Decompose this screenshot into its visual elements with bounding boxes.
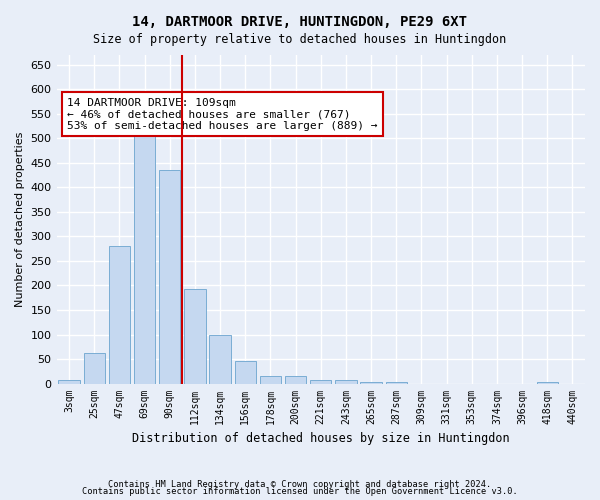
Bar: [335, 380, 356, 384]
Bar: [260, 376, 281, 384]
Text: Contains public sector information licensed under the Open Government Licence v3: Contains public sector information licen…: [82, 487, 518, 496]
Bar: [361, 382, 382, 384]
Y-axis label: Number of detached properties: Number of detached properties: [15, 132, 25, 307]
Bar: [83, 352, 105, 384]
Bar: [58, 380, 80, 384]
Bar: [184, 290, 206, 384]
Bar: [209, 334, 231, 384]
Bar: [159, 170, 181, 384]
X-axis label: Distribution of detached houses by size in Huntingdon: Distribution of detached houses by size …: [132, 432, 509, 445]
Bar: [386, 382, 407, 384]
Text: Size of property relative to detached houses in Huntingdon: Size of property relative to detached ho…: [94, 32, 506, 46]
Bar: [285, 376, 307, 384]
Bar: [536, 382, 558, 384]
Bar: [134, 131, 155, 384]
Text: 14 DARTMOOR DRIVE: 109sqm
← 46% of detached houses are smaller (767)
53% of semi: 14 DARTMOOR DRIVE: 109sqm ← 46% of detac…: [67, 98, 377, 131]
Bar: [235, 360, 256, 384]
Text: Contains HM Land Registry data © Crown copyright and database right 2024.: Contains HM Land Registry data © Crown c…: [109, 480, 491, 489]
Bar: [310, 380, 331, 384]
Bar: [109, 246, 130, 384]
Text: 14, DARTMOOR DRIVE, HUNTINGDON, PE29 6XT: 14, DARTMOOR DRIVE, HUNTINGDON, PE29 6XT: [133, 15, 467, 29]
